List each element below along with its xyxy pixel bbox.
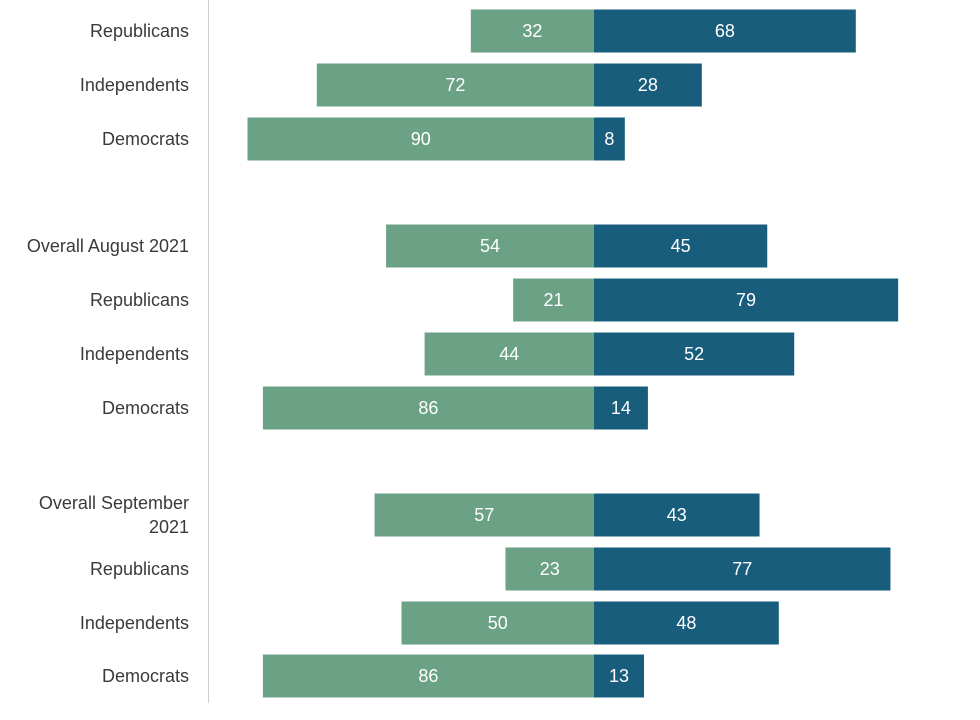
value-label-left: 90: [411, 129, 431, 149]
bar-right: [594, 332, 795, 376]
value-label-right: 45: [671, 236, 691, 256]
category-label-line: Independents: [80, 75, 189, 95]
value-label-left: 54: [480, 236, 500, 256]
category-label: Overall September 2021: [39, 493, 189, 537]
bar-left: [401, 601, 594, 645]
value-label-right: 52: [684, 344, 704, 364]
value-label-left: 57: [474, 505, 494, 525]
category-label: Independents: [80, 613, 189, 633]
bar-right: [594, 493, 760, 537]
category-label: Republicans: [90, 21, 189, 41]
value-label-left: 72: [445, 75, 465, 95]
bar-right: [594, 117, 625, 161]
chart-row: Republicans 21 79: [90, 278, 899, 322]
bar-right: [594, 386, 648, 430]
value-label-right: 43: [667, 505, 687, 525]
category-label: Overall August 2021: [27, 236, 189, 256]
bar-left: [247, 117, 594, 161]
value-label-left: 50: [488, 613, 508, 633]
chart-row: Independents 50 48: [80, 601, 779, 645]
bar-right: [594, 63, 702, 107]
bar-left: [262, 654, 594, 698]
value-label-right: 8: [604, 129, 614, 149]
bar-right: [594, 278, 899, 322]
value-label-left: 86: [418, 398, 438, 418]
category-label-line: Republicans: [90, 290, 189, 310]
chart-row: Republicans 23 77: [90, 547, 891, 591]
category-label: Republicans: [90, 290, 189, 310]
bar-left: [513, 278, 594, 322]
bar-left: [424, 332, 594, 376]
bar-left: [262, 386, 594, 430]
category-label: Independents: [80, 344, 189, 364]
value-label-right: 13: [609, 666, 629, 686]
chart-row: Democrats 90 8: [102, 117, 625, 161]
bar-right: [594, 654, 645, 698]
value-label-left: 21: [544, 290, 564, 310]
bar-right: [594, 547, 891, 591]
bar-left: [470, 9, 594, 53]
category-label: Democrats: [102, 129, 189, 149]
value-label-right: 77: [732, 559, 752, 579]
value-label-right: 79: [736, 290, 756, 310]
value-label-right: 14: [611, 398, 631, 418]
category-label-line: Overall August 2021: [27, 236, 189, 256]
bar-left: [505, 547, 594, 591]
category-label-line: 2021: [149, 517, 189, 537]
category-label-line: Independents: [80, 344, 189, 364]
category-label-line: Democrats: [102, 398, 189, 418]
category-label-line: Republicans: [90, 559, 189, 579]
category-label-line: Independents: [80, 613, 189, 633]
chart-row: Independents 44 52: [80, 332, 795, 376]
value-label-right: 68: [715, 21, 735, 41]
chart-row: Independents 72 28: [80, 63, 702, 107]
chart-row: Republicans 32 68: [90, 9, 856, 53]
value-label-right: 28: [638, 75, 658, 95]
category-label: Democrats: [102, 666, 189, 686]
bar-right: [594, 601, 779, 645]
category-label-line: Democrats: [102, 129, 189, 149]
category-label-line: Republicans: [90, 21, 189, 41]
value-label-left: 23: [540, 559, 560, 579]
value-label-left: 32: [522, 21, 542, 41]
value-label-left: 44: [499, 344, 519, 364]
bar-left: [374, 493, 594, 537]
chart-row: Overall September 2021 57 43: [39, 493, 760, 537]
value-label-left: 86: [418, 666, 438, 686]
category-label-line: Democrats: [102, 666, 189, 686]
chart-row: Democrats 86 13: [102, 654, 645, 698]
chart-row: Democrats 86 14: [102, 386, 648, 430]
category-label: Independents: [80, 75, 189, 95]
category-label-line: Overall September: [39, 493, 189, 513]
bar-right: [594, 224, 768, 268]
bar-right: [594, 9, 856, 53]
value-label-right: 48: [676, 613, 696, 633]
category-label: Republicans: [90, 559, 189, 579]
chart-row: Overall August 2021 54 45: [27, 224, 768, 268]
category-label: Democrats: [102, 398, 189, 418]
bar-left: [386, 224, 594, 268]
bar-left: [316, 63, 594, 107]
